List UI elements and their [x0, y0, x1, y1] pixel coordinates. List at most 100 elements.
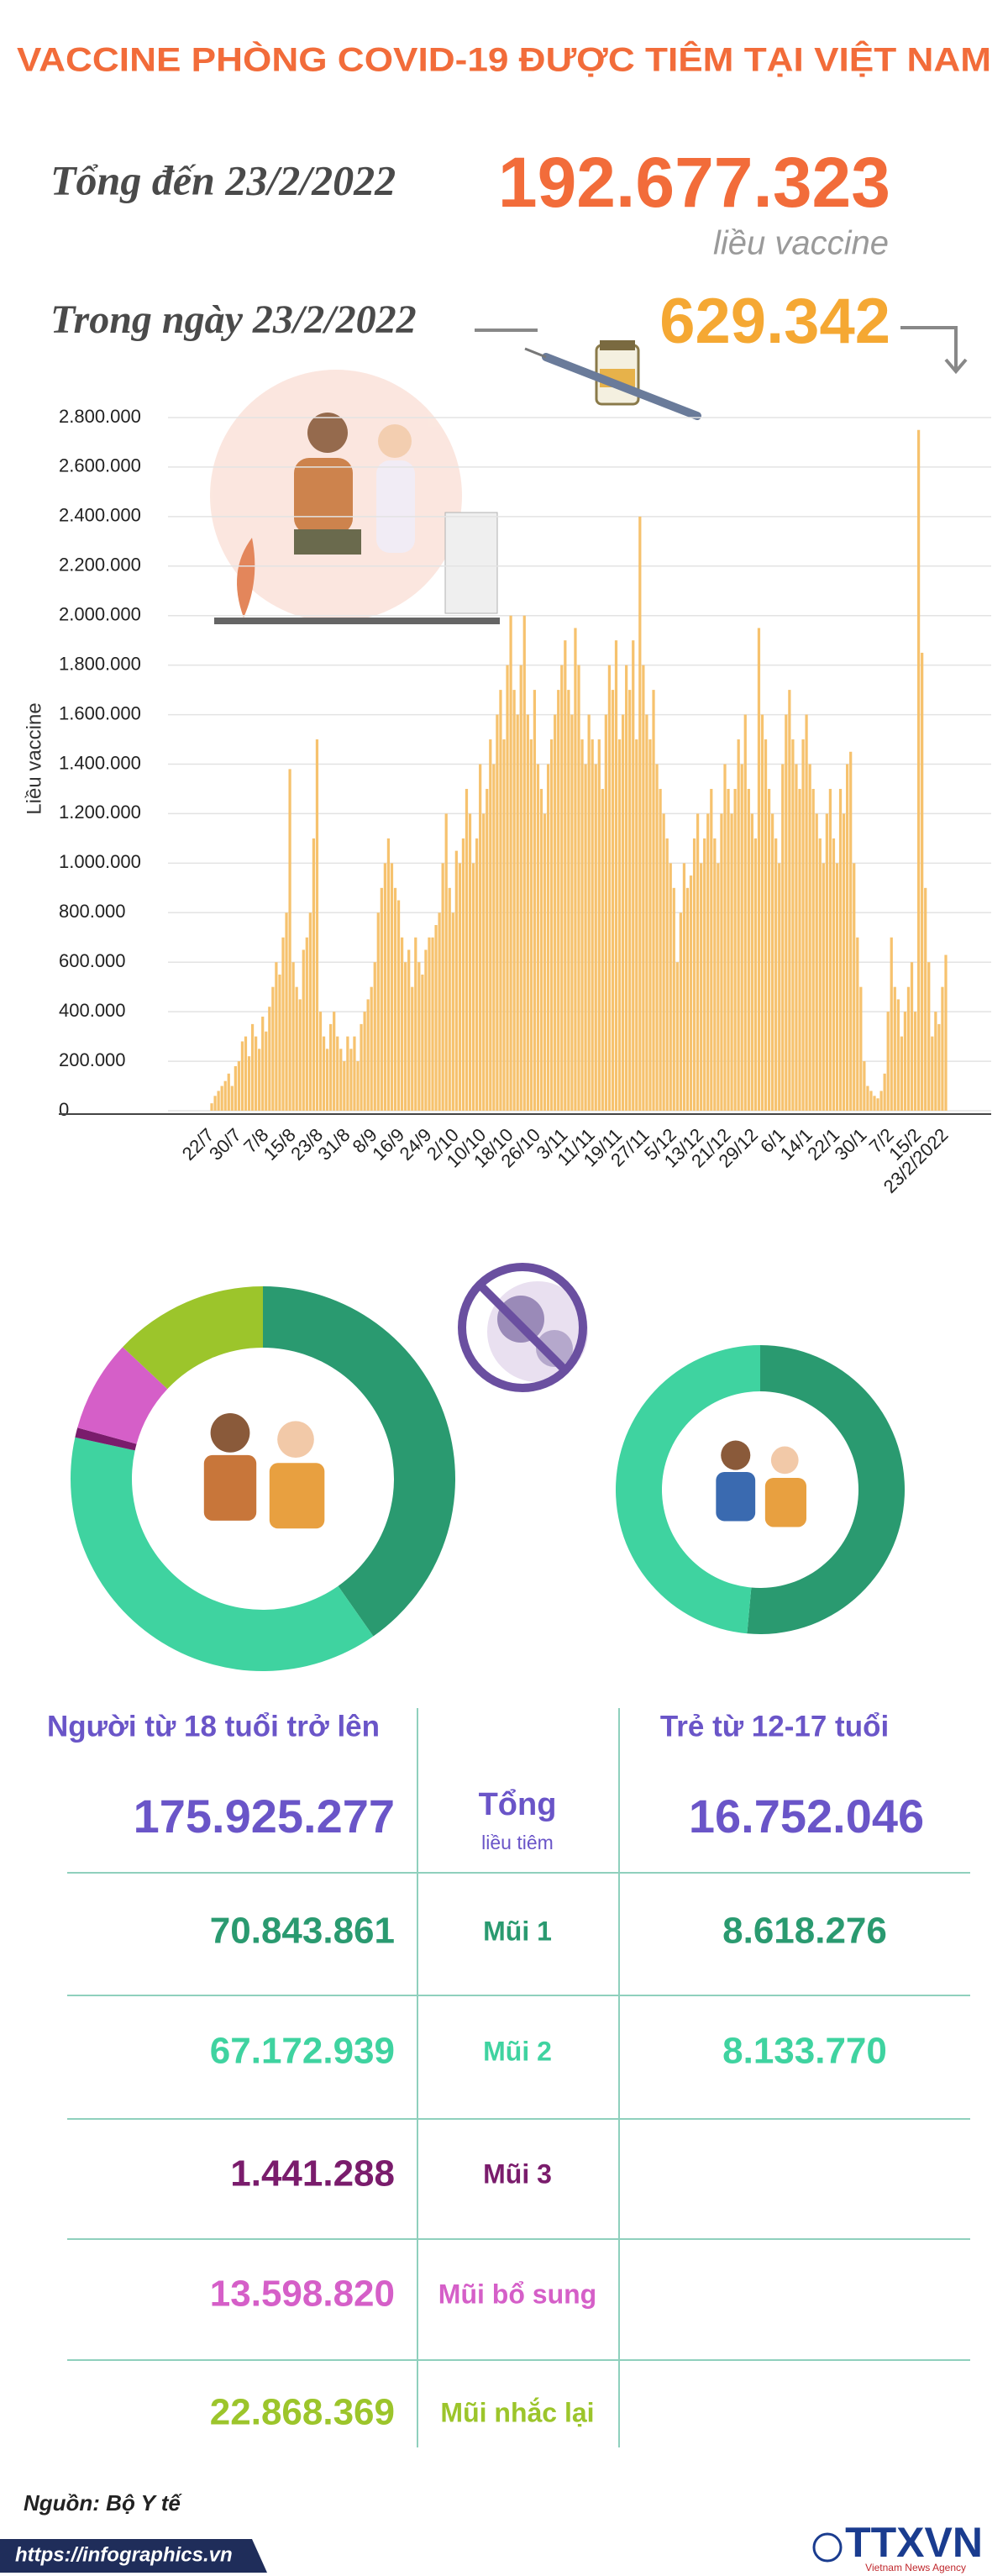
bar: [632, 640, 635, 1111]
bar: [665, 838, 669, 1111]
bar: [621, 714, 625, 1111]
bar: [261, 1017, 265, 1111]
head: [770, 1446, 799, 1475]
bar: [567, 690, 570, 1111]
bar: [614, 640, 618, 1111]
y-tick-label: 2.800.000: [59, 406, 141, 427]
bar: [536, 764, 540, 1111]
bar: [750, 813, 753, 1111]
people-illustration: [203, 1413, 325, 1529]
bar: [356, 1061, 360, 1111]
bar: [393, 887, 397, 1111]
bar: [227, 1073, 230, 1111]
bar: [543, 813, 547, 1111]
bar: [346, 1036, 349, 1111]
unit: liều vaccine: [713, 225, 889, 262]
total-heading: Tổng: [479, 1787, 557, 1822]
agency-en: Vietnam News Agency: [865, 2562, 966, 2573]
bar: [890, 937, 893, 1111]
bar: [696, 813, 700, 1111]
bar: [468, 813, 472, 1111]
bar: [825, 813, 828, 1111]
bar: [428, 937, 431, 1111]
bar: [727, 788, 730, 1111]
bar: [223, 1080, 227, 1111]
bar: [448, 887, 451, 1111]
bar: [652, 690, 655, 1111]
bar: [281, 937, 285, 1111]
total-note: liều tiêm: [481, 1832, 554, 1853]
bar: [554, 714, 557, 1111]
bar: [570, 714, 574, 1111]
bar: [743, 714, 747, 1111]
bar: [482, 813, 486, 1111]
bar: [873, 1096, 876, 1111]
bar: [516, 714, 519, 1111]
bar: [512, 690, 516, 1111]
bar: [822, 863, 825, 1111]
bar: [795, 764, 798, 1111]
bar: [434, 925, 438, 1111]
bar: [604, 714, 607, 1111]
bar: [414, 937, 417, 1111]
donut-segment: [70, 1437, 374, 1672]
bar: [461, 838, 465, 1111]
y-tick-label: 1.200.000: [59, 802, 141, 823]
bar: [916, 429, 921, 1111]
bar: [811, 788, 815, 1111]
copyright-icon: [812, 2532, 843, 2563]
bar: [496, 714, 499, 1111]
bar: [883, 1073, 886, 1111]
bar: [404, 962, 407, 1111]
bar: [339, 1049, 343, 1111]
bar: [594, 764, 597, 1111]
bar: [601, 788, 604, 1111]
virus-icon: [458, 1263, 588, 1392]
bar: [747, 788, 750, 1111]
y-tick-label: 600.000: [59, 950, 126, 971]
bar: [896, 999, 900, 1111]
row-label: Mũi 3: [483, 2158, 552, 2189]
head: [277, 1421, 314, 1459]
bar: [903, 1012, 907, 1111]
bar: [305, 937, 308, 1111]
donut-segment: [616, 1345, 760, 1634]
bar: [832, 838, 836, 1111]
head: [721, 1440, 751, 1470]
donut-segment: [77, 1347, 168, 1444]
bar: [672, 887, 675, 1111]
bar: [642, 665, 645, 1111]
y-tick-label: 2.400.000: [59, 505, 141, 526]
bar: [475, 838, 479, 1111]
bar: [441, 863, 444, 1111]
bar: [454, 850, 458, 1111]
bar: [781, 764, 785, 1111]
y-tick-label: 2.600.000: [59, 455, 141, 476]
donut-segment: [263, 1286, 455, 1637]
bar: [230, 1086, 234, 1111]
donut-segment: [75, 1427, 137, 1451]
bar: [869, 1091, 873, 1111]
y-tick-label: 2.000.000: [59, 604, 141, 625]
bar: [924, 887, 927, 1111]
bar: [557, 690, 560, 1111]
bar: [444, 813, 448, 1111]
bar: [489, 739, 492, 1111]
bar: [386, 838, 391, 1111]
bar: [336, 1036, 339, 1111]
bar: [597, 739, 601, 1111]
bar: [291, 962, 295, 1111]
bar: [343, 1061, 346, 1111]
bar: [645, 714, 648, 1111]
bar: [268, 1007, 271, 1111]
bar: [720, 813, 723, 1111]
bar: [217, 1091, 220, 1111]
bar: [886, 1012, 890, 1111]
bar: [298, 999, 302, 1111]
y-tick-label: 1.000.000: [59, 851, 141, 872]
bar: [791, 739, 795, 1111]
bar: [564, 640, 567, 1111]
bar: [856, 937, 859, 1111]
bar: [835, 863, 839, 1111]
bar: [611, 690, 615, 1111]
